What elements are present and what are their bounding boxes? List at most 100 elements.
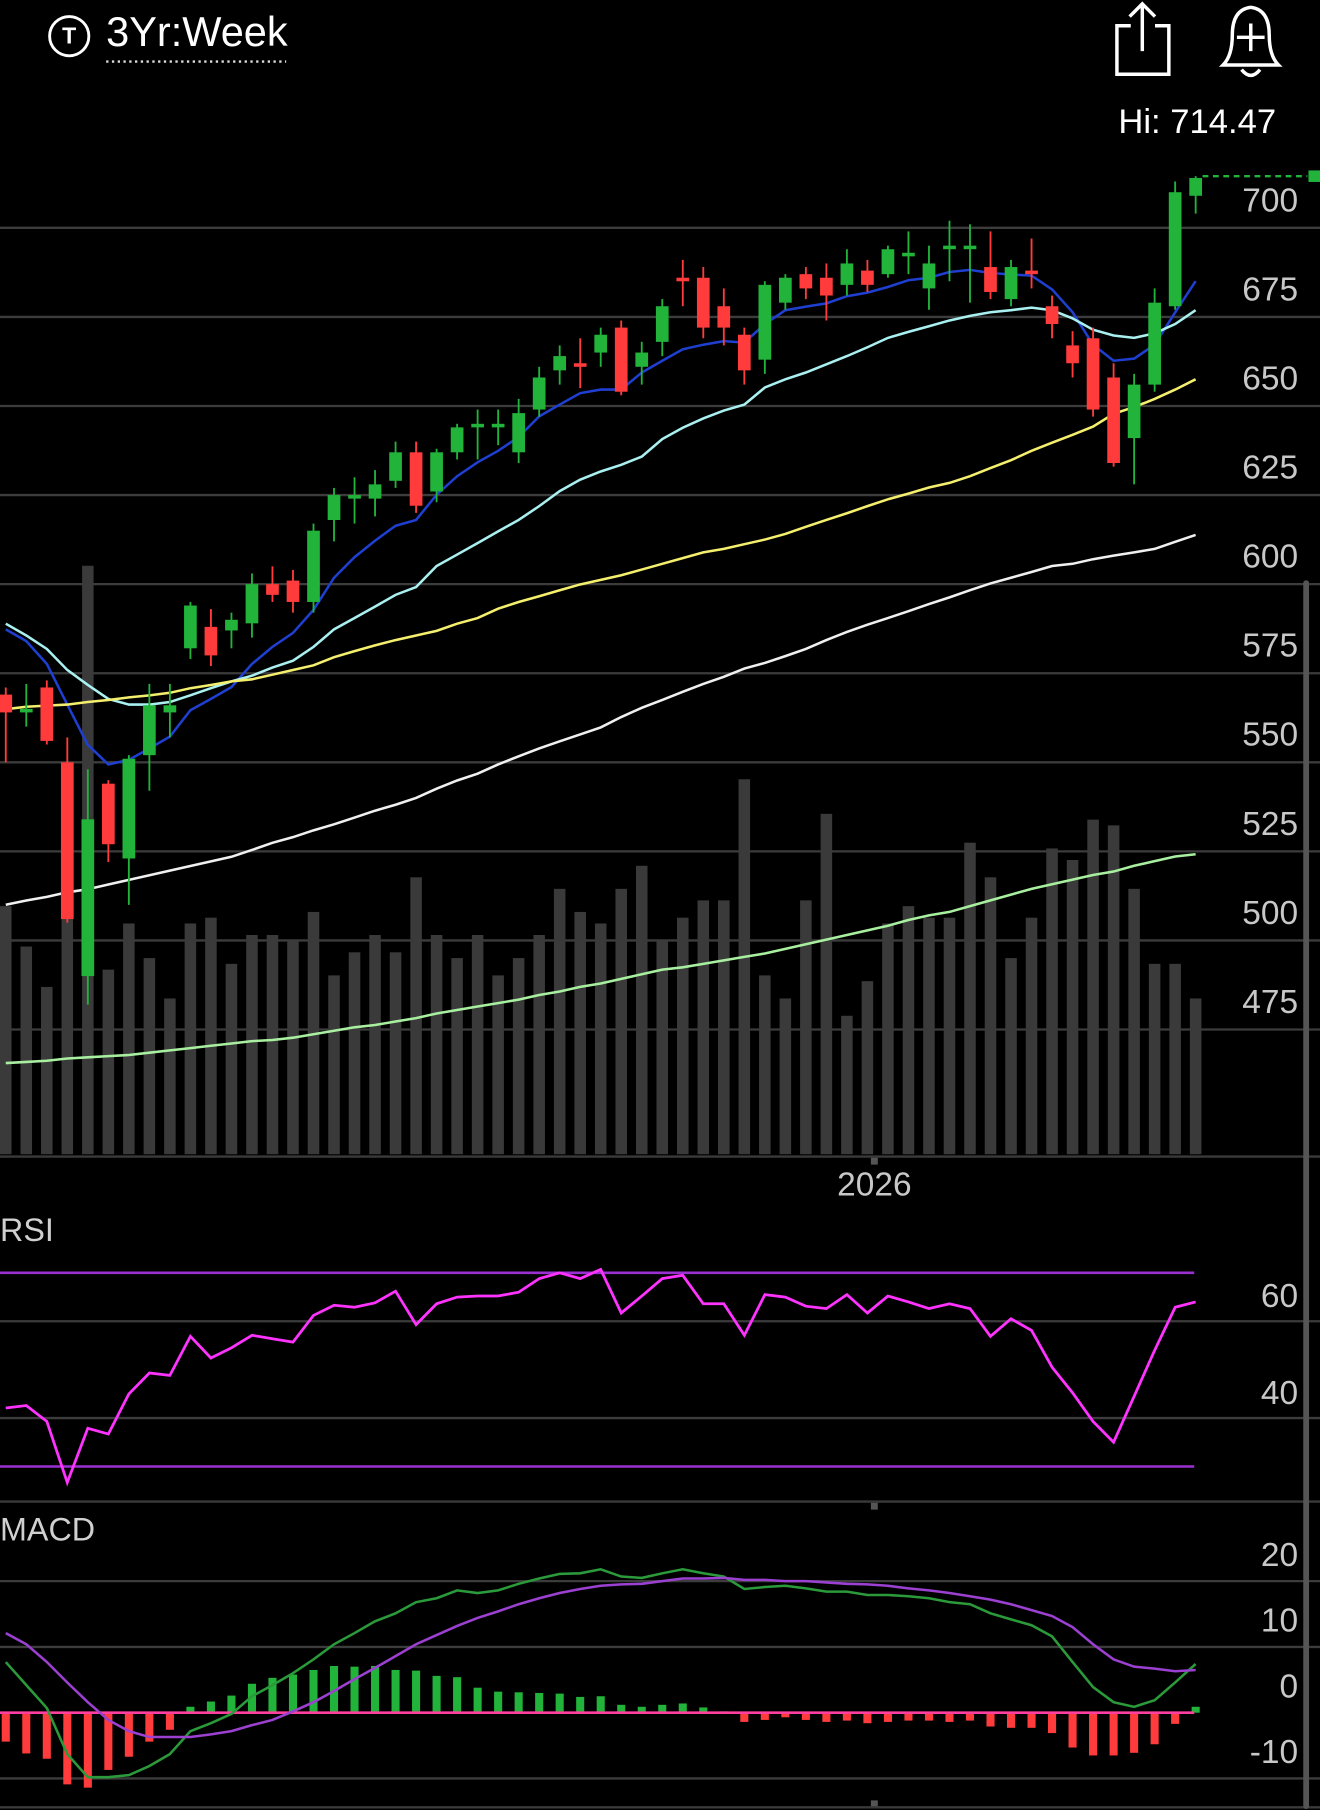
histogram-bar (781, 1712, 790, 1718)
x-tick-mark (870, 1157, 878, 1165)
bell (1218, 5, 1283, 67)
alert-button[interactable] (1218, 5, 1283, 78)
candle-body (204, 626, 218, 656)
volume-bar (800, 900, 812, 1155)
histogram-bar (555, 1693, 564, 1713)
histogram-bar (1130, 1712, 1139, 1753)
histogram-bar (514, 1692, 523, 1713)
volume-bar (923, 917, 935, 1155)
y-tick-label: 500 (1242, 895, 1298, 932)
histogram-bar (801, 1712, 810, 1720)
volume-bar (718, 900, 730, 1155)
volume-bar (41, 986, 53, 1155)
volume-bar (738, 779, 751, 1155)
candle-body (861, 270, 874, 285)
share-button[interactable] (1115, 1, 1171, 76)
macd-line (5, 1576, 1196, 1739)
candle-body (266, 584, 279, 595)
histogram-bar (535, 1692, 544, 1713)
x-tick-label: 2026 (837, 1166, 911, 1203)
histogram-bar (247, 1683, 256, 1713)
volume-bar (205, 917, 217, 1155)
volume-bar (553, 888, 566, 1155)
candle-body (81, 819, 95, 977)
volume-bar (1148, 963, 1161, 1155)
candle-body (573, 363, 587, 367)
x-tick-mark (870, 1502, 878, 1510)
candle-body (348, 495, 361, 499)
moving-average (5, 268, 1197, 766)
histogram-bar (1048, 1712, 1057, 1734)
volume-bar (266, 935, 279, 1155)
candle-body (594, 334, 608, 353)
candle-body (512, 413, 525, 453)
pane-title: MACD (0, 1512, 95, 1548)
volume-bar (594, 923, 607, 1155)
histogram-bar (1109, 1712, 1118, 1756)
volume-bar (635, 865, 648, 1155)
histogram-bar (124, 1712, 133, 1757)
volume-average (5, 852, 1196, 1065)
volume-bar (615, 888, 627, 1155)
histogram-bar (453, 1677, 462, 1713)
candle-body (1127, 384, 1141, 439)
histogram-bar (288, 1674, 298, 1713)
histogram-bar (309, 1669, 318, 1713)
volume-bar (328, 975, 340, 1155)
ticker-icon-letter: T (62, 22, 76, 48)
histogram-bar (678, 1703, 687, 1713)
histogram-bar (863, 1712, 872, 1724)
volume-bar (123, 923, 135, 1155)
volume-bar (1046, 848, 1058, 1155)
histogram-bar (760, 1712, 769, 1720)
histogram-bar (473, 1687, 482, 1713)
candle-body (943, 245, 956, 250)
volume-bar (471, 935, 484, 1155)
candle-body (122, 758, 136, 859)
candle-body (614, 327, 628, 392)
histogram-bar (596, 1696, 605, 1713)
candle-body (1045, 306, 1059, 325)
histogram-bar (1089, 1712, 1098, 1756)
bell-clapper (1240, 68, 1262, 78)
histogram-bar (104, 1712, 113, 1770)
candle-body (1107, 377, 1120, 464)
histogram-bar (1006, 1712, 1016, 1728)
candle-body (902, 252, 915, 257)
histogram-bar (904, 1712, 913, 1721)
rsi-line (5, 1267, 1196, 1487)
y-tick-label: 60 (1261, 1278, 1298, 1315)
y-tick-label: 20 (1261, 1537, 1298, 1574)
histogram-bar (432, 1675, 441, 1713)
histogram-bar (145, 1712, 154, 1742)
volume-bar (779, 998, 792, 1155)
candle-body (163, 705, 177, 713)
histogram-bar (986, 1712, 995, 1727)
histogram-bar (699, 1707, 708, 1713)
candle-body (1004, 267, 1018, 300)
macd-line (4, 1567, 1197, 1779)
volume-bar (759, 975, 771, 1155)
candle-body (60, 762, 74, 920)
histogram-bar (350, 1666, 359, 1713)
candle-body (532, 377, 546, 410)
moving-average (5, 306, 1197, 706)
y-tick-label: 575 (1242, 628, 1298, 665)
y-tick-label: -10 (1250, 1734, 1298, 1771)
y-tick-label: 700 (1242, 182, 1298, 219)
volume-bar (430, 935, 443, 1155)
share-box (1115, 24, 1171, 76)
volume-bar (902, 906, 915, 1155)
ticker-icon[interactable] (48, 15, 91, 58)
y-tick-label: 650 (1242, 360, 1298, 397)
histogram-bar (83, 1712, 92, 1788)
volume-bar (533, 935, 545, 1155)
candle-body (820, 277, 833, 296)
volume-bar (451, 958, 463, 1155)
bell-plus (1236, 23, 1265, 52)
timeframe[interactable]: 3Yr:Week (106, 8, 288, 55)
y-tick-label: 0 (1279, 1668, 1298, 1705)
volume-bar (1189, 998, 1202, 1155)
